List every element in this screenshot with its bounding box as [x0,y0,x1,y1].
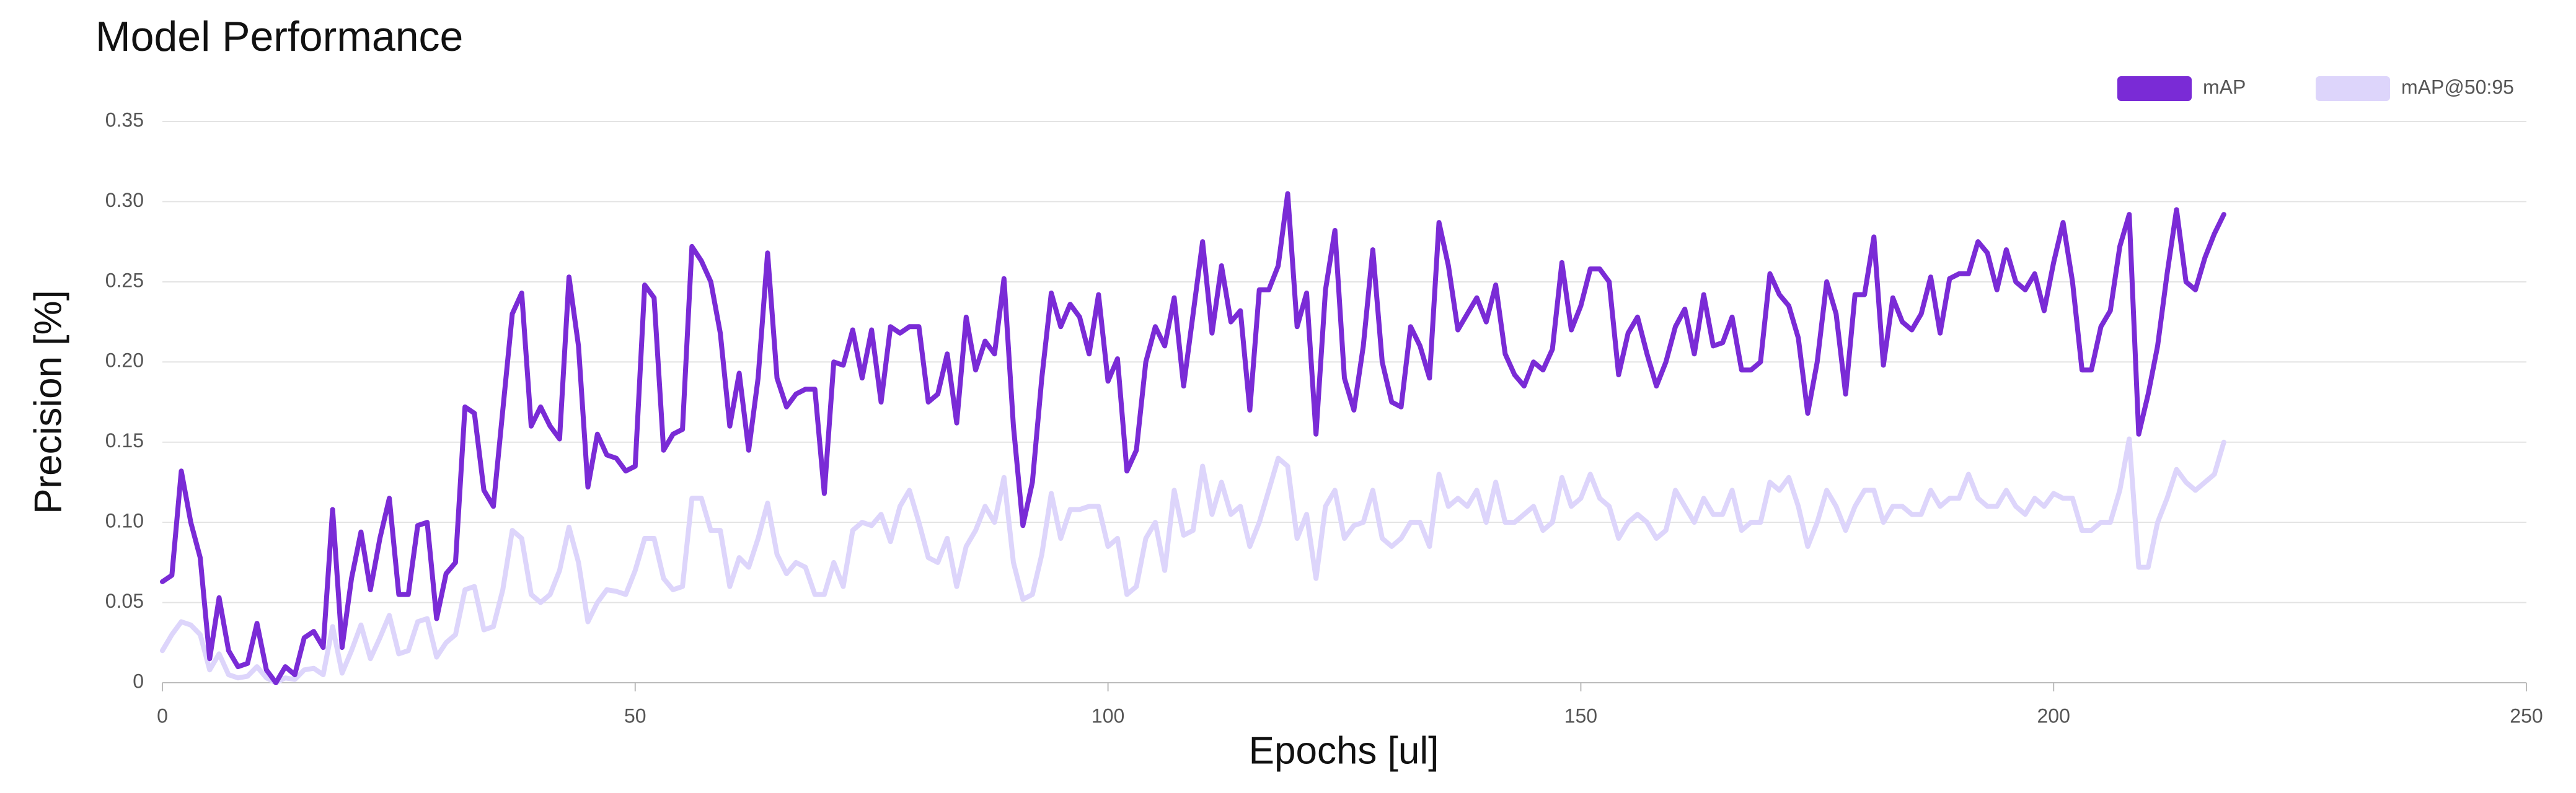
y-tick-label: 0 [133,670,144,692]
y-tick-label: 0.30 [105,189,144,211]
legend-swatch [2316,76,2390,101]
x-tick-label: 200 [2037,704,2070,727]
y-axis-label: Precision [%] [27,290,69,514]
legend-label: mAP@50:95 [2401,76,2514,98]
legend-swatch [2117,76,2192,101]
x-tick-label: 0 [157,704,168,727]
y-tick-label: 0.20 [105,349,144,372]
x-axis-label: Epochs [ul] [1249,729,1439,772]
y-tick-label: 0.10 [105,510,144,532]
chart-title: Model Performance [95,13,463,60]
series-line [160,436,2226,685]
series-line [160,191,2226,685]
y-tick-label: 0.25 [105,269,144,291]
x-tick-label: 250 [2510,704,2543,727]
x-tick-label: 150 [1564,704,1597,727]
legend-label: mAP [2203,76,2246,98]
x-tick-label: 50 [624,704,646,727]
y-tick-label: 0.05 [105,590,144,612]
x-tick-label: 100 [1092,704,1124,727]
y-tick-label: 0.35 [105,108,144,131]
y-tick-label: 0.15 [105,429,144,452]
